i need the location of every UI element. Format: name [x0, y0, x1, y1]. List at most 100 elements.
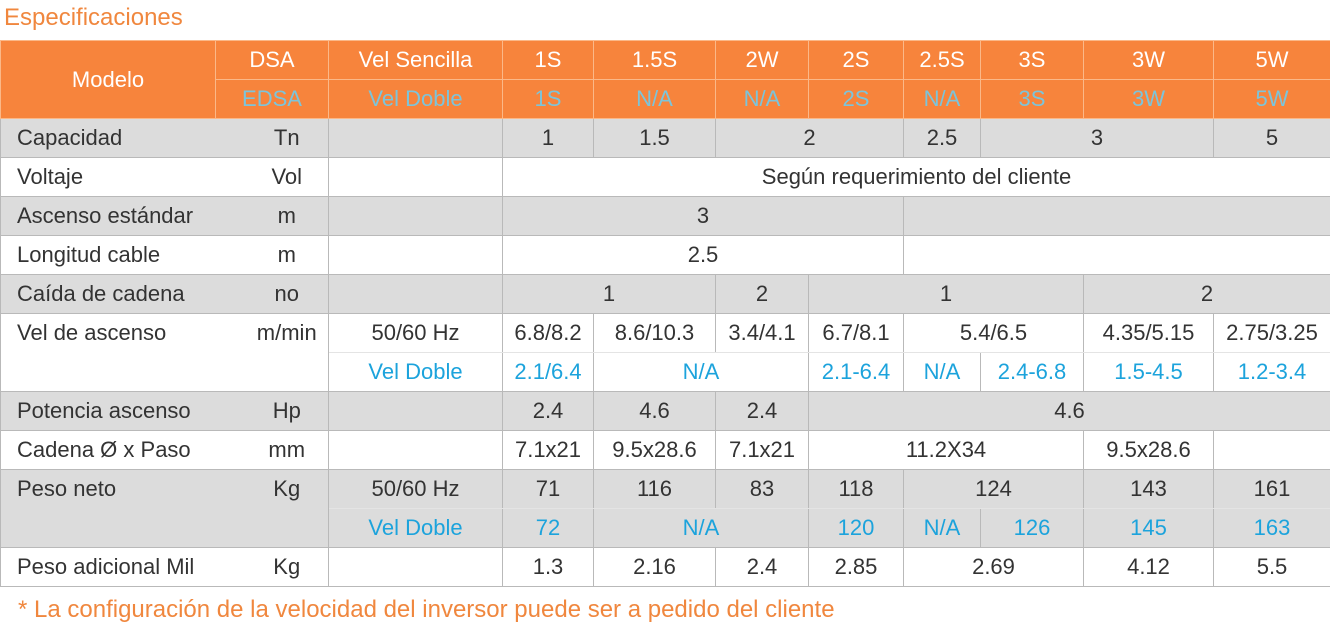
- empty-cell: [328, 118, 503, 158]
- title: Especificaciones: [4, 4, 183, 31]
- empty-cell: [328, 196, 503, 236]
- cell: 1: [502, 118, 594, 158]
- cell: 8.6/10.3: [593, 313, 716, 353]
- cell: 2: [715, 274, 809, 314]
- empty-cell: [1213, 430, 1330, 470]
- header-cell: N/A: [903, 79, 981, 119]
- cell: 1.5: [593, 118, 716, 158]
- header-cell: Modelo: [0, 40, 216, 119]
- cell: 2.75/3.25: [1213, 313, 1330, 353]
- cell: 163: [1213, 508, 1330, 548]
- cell: 116: [593, 469, 716, 509]
- header-cell: EDSA: [215, 79, 329, 119]
- cell: 6.8/8.2: [502, 313, 594, 353]
- cell: 5.4/6.5: [903, 313, 1084, 353]
- cell: 1.3: [502, 547, 594, 587]
- cell: 2: [715, 118, 904, 158]
- cell: N/A: [593, 352, 809, 392]
- cell: N/A: [903, 352, 981, 392]
- header-cell: 5W: [1213, 40, 1330, 80]
- empty-cell: [328, 157, 503, 197]
- empty-cell: [328, 430, 503, 470]
- header-cell: 2.5S: [903, 40, 981, 80]
- header-cell: Vel Sencilla: [328, 40, 503, 80]
- cell: 5: [1213, 118, 1330, 158]
- cell: 3: [502, 196, 904, 236]
- cell: N/A: [903, 508, 981, 548]
- cell: 4.6: [593, 391, 716, 431]
- unit: Kg: [215, 469, 329, 548]
- cell: 2.16: [593, 547, 716, 587]
- header-cell: N/A: [715, 79, 809, 119]
- cell: 72: [502, 508, 594, 548]
- row-label: Cadena Ø x Paso: [0, 430, 216, 470]
- cell: 50/60 Hz: [328, 313, 503, 353]
- unit: m: [215, 235, 329, 275]
- cell: 4.35/5.15: [1083, 313, 1214, 353]
- header-cell: 1S: [502, 40, 594, 80]
- footnote: * La configuración de la velocidad del i…: [18, 596, 835, 623]
- row-label: Caída de cadena: [0, 274, 216, 314]
- cell: Según requerimiento del cliente: [502, 157, 1330, 197]
- empty-cell: [328, 547, 503, 587]
- cell: 2.4: [715, 547, 809, 587]
- cell: N/A: [593, 508, 809, 548]
- cell: 9.5x28.6: [1083, 430, 1214, 470]
- cell: Vel Doble: [328, 352, 503, 392]
- header-cell: 1.5S: [593, 40, 716, 80]
- cell: 7.1x21: [502, 430, 594, 470]
- cell: 6.7/8.1: [808, 313, 904, 353]
- header-cell: N/A: [593, 79, 716, 119]
- header-cell: DSA: [215, 40, 329, 80]
- cell: 120: [808, 508, 904, 548]
- cell: 124: [903, 469, 1084, 509]
- header-cell: 3W: [1083, 40, 1214, 80]
- header-cell: 3S: [980, 40, 1084, 80]
- cell: 11.2X34: [808, 430, 1084, 470]
- empty-cell: [903, 235, 1330, 275]
- cell: 145: [1083, 508, 1214, 548]
- cell: 2.1-6.4: [808, 352, 904, 392]
- header-cell: 3S: [980, 79, 1084, 119]
- empty-cell: [328, 391, 503, 431]
- cell: 2.4: [502, 391, 594, 431]
- header-cell: 3W: [1083, 79, 1214, 119]
- unit: no: [215, 274, 329, 314]
- cell: 4.6: [808, 391, 1330, 431]
- unit: m: [215, 196, 329, 236]
- header-cell: 2S: [808, 79, 904, 119]
- empty-cell: [328, 274, 503, 314]
- header-cell: 2W: [715, 40, 809, 80]
- cell: 143: [1083, 469, 1214, 509]
- cell: 83: [715, 469, 809, 509]
- cell: 161: [1213, 469, 1330, 509]
- cell: 2: [1083, 274, 1330, 314]
- cell: 71: [502, 469, 594, 509]
- cell: 2.85: [808, 547, 904, 587]
- cell: 3.4/4.1: [715, 313, 809, 353]
- row-label: Peso neto: [0, 469, 216, 548]
- cell: 2.69: [903, 547, 1084, 587]
- cell: 7.1x21: [715, 430, 809, 470]
- header-cell: 5W: [1213, 79, 1330, 119]
- cell: 2.4: [715, 391, 809, 431]
- unit: Tn: [215, 118, 329, 158]
- empty-cell: [328, 235, 503, 275]
- empty-cell: [903, 196, 1330, 236]
- row-label: Vel de ascenso: [0, 313, 216, 392]
- cell: Vel Doble: [328, 508, 503, 548]
- unit: m/min: [215, 313, 329, 392]
- cell: 2.5: [903, 118, 981, 158]
- row-label: Voltaje: [0, 157, 216, 197]
- header-cell: 2S: [808, 40, 904, 80]
- cell: 50/60 Hz: [328, 469, 503, 509]
- cell: 1: [502, 274, 716, 314]
- row-label: Longitud cable: [0, 235, 216, 275]
- row-label: Peso adicional Mil: [0, 547, 216, 587]
- cell: 118: [808, 469, 904, 509]
- cell: 126: [980, 508, 1084, 548]
- unit: Vol: [215, 157, 329, 197]
- cell: 9.5x28.6: [593, 430, 716, 470]
- unit: Kg: [215, 547, 329, 587]
